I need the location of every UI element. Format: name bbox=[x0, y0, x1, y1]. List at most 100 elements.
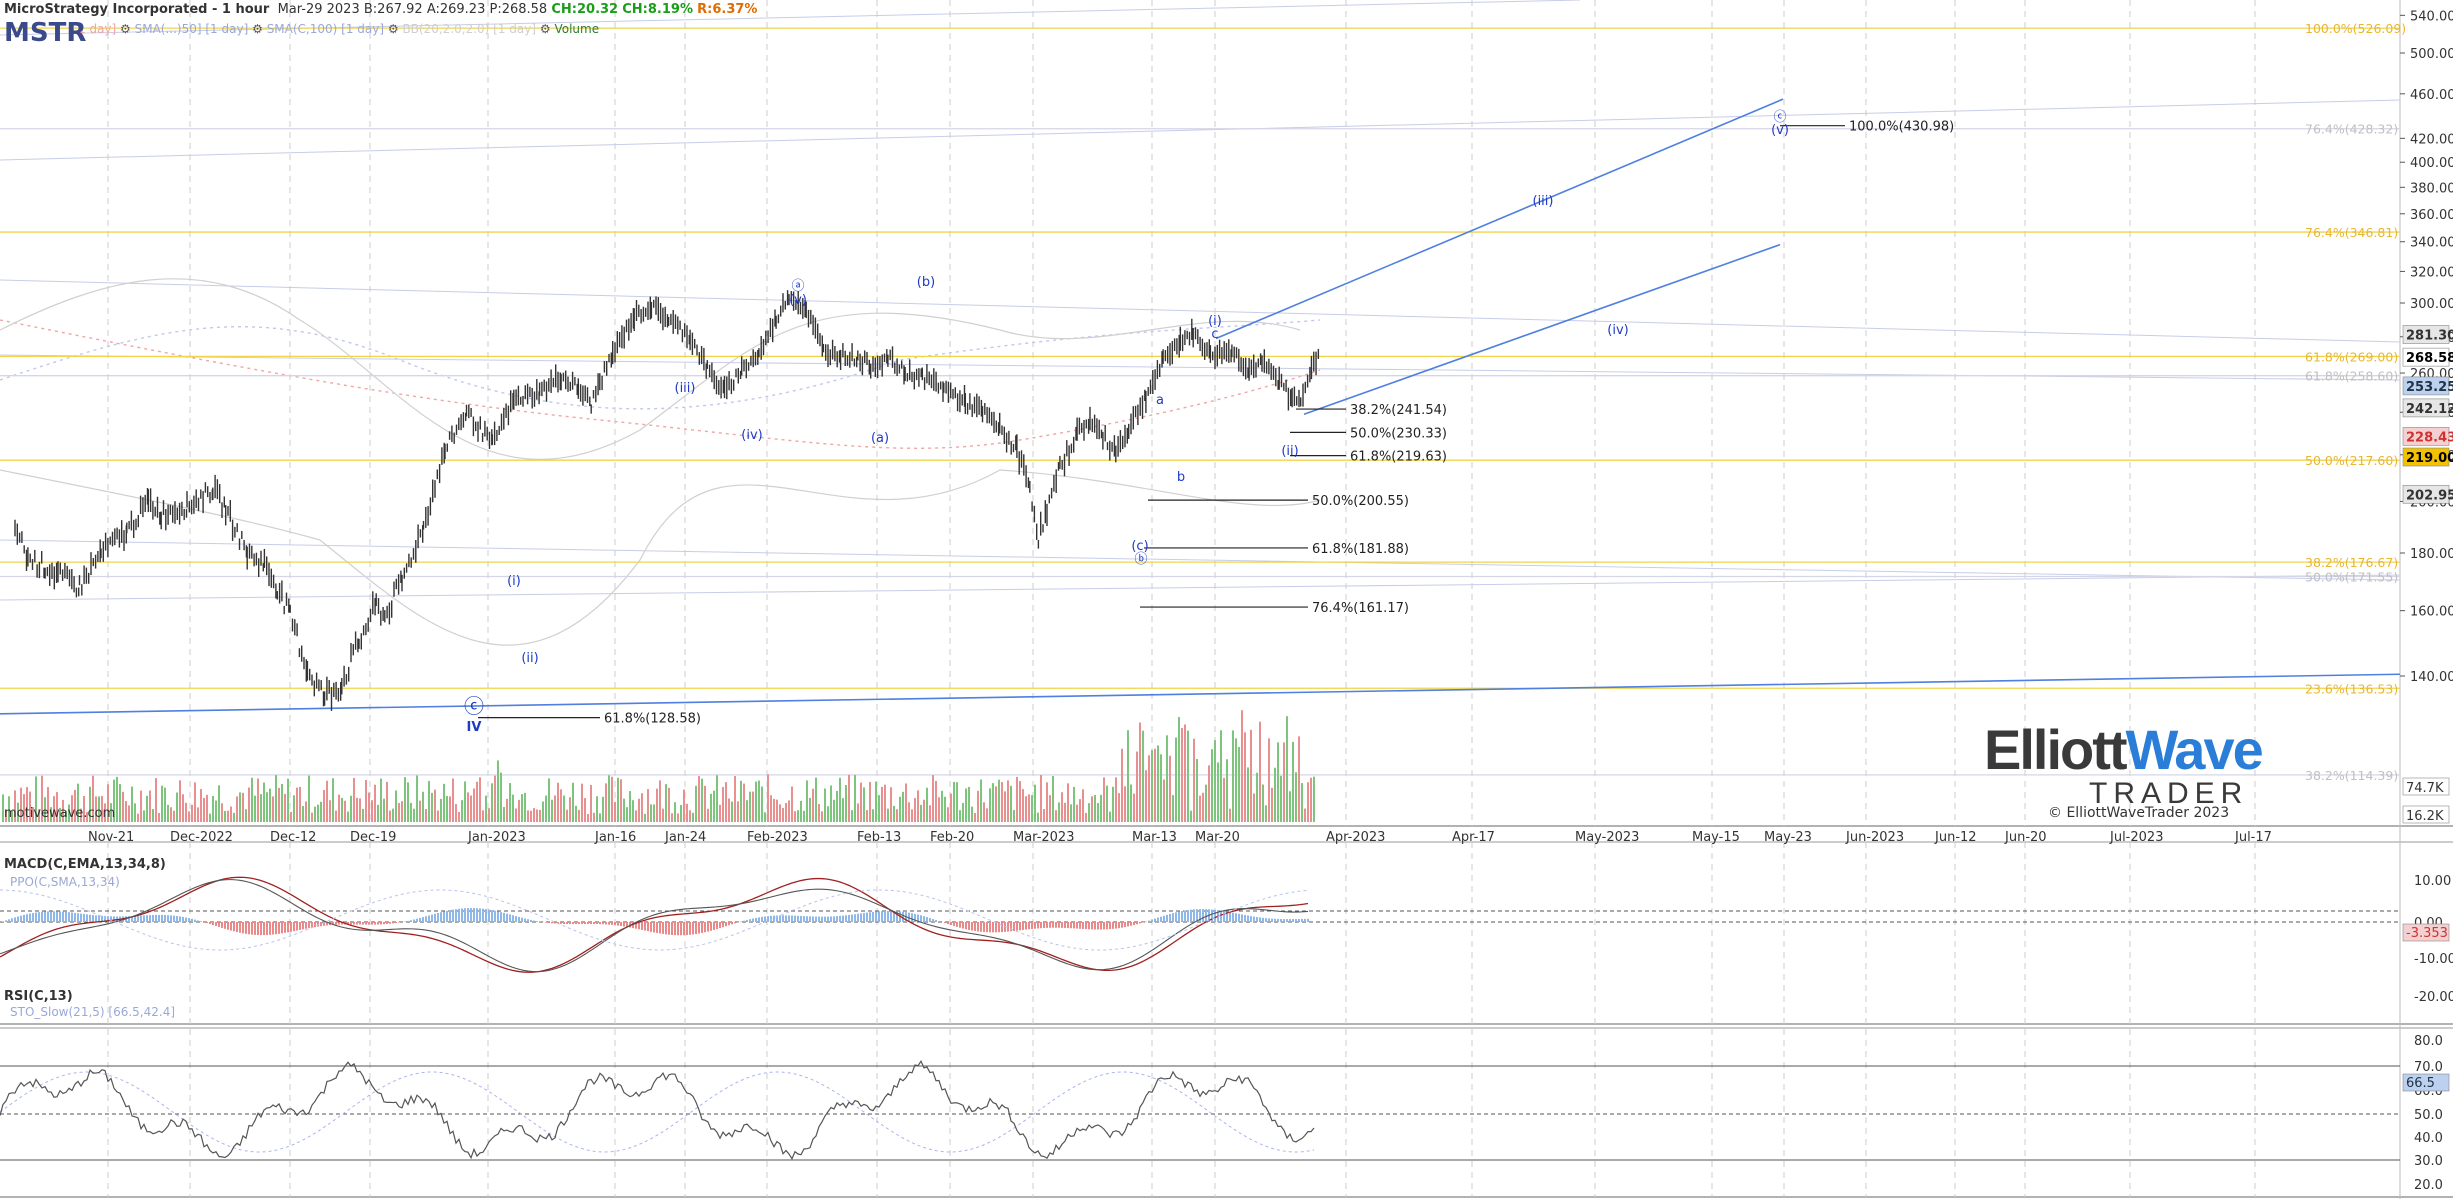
macd-histogram bbox=[1235, 913, 1237, 922]
macd-histogram bbox=[8, 919, 10, 922]
volume-bar bbox=[1283, 742, 1285, 822]
volume-bar bbox=[1211, 749, 1213, 822]
macd-histogram bbox=[230, 922, 232, 931]
macd-histogram bbox=[35, 912, 37, 922]
wave-label: (iii) bbox=[675, 381, 696, 396]
volume-bar bbox=[728, 798, 730, 822]
volume-bar bbox=[1190, 810, 1192, 822]
volume-bar bbox=[1289, 791, 1291, 822]
volume-bar bbox=[581, 783, 583, 822]
macd-histogram bbox=[851, 914, 853, 922]
volume-bar bbox=[533, 808, 535, 822]
macd-histogram bbox=[89, 914, 91, 922]
macd-histogram bbox=[65, 911, 67, 922]
volume-bar bbox=[743, 783, 745, 822]
macd-histogram bbox=[176, 916, 178, 922]
indicator-3[interactable]: SMA(C,100) [1 day] bbox=[266, 22, 385, 36]
volume-bar bbox=[536, 809, 538, 822]
volume-bar bbox=[512, 794, 514, 822]
macd-histogram bbox=[458, 908, 460, 922]
x-tick-label: Dec-12 bbox=[270, 830, 316, 845]
macd-histogram bbox=[1238, 913, 1240, 922]
macd-histogram bbox=[566, 922, 568, 925]
macd-histogram bbox=[596, 922, 598, 925]
macd-histogram bbox=[470, 908, 472, 922]
volume-bar bbox=[449, 796, 451, 822]
volume-bar bbox=[647, 789, 649, 822]
macd-histogram bbox=[386, 922, 388, 925]
macd-histogram bbox=[548, 922, 550, 923]
volume-bar bbox=[1199, 795, 1201, 822]
volume-bar bbox=[338, 794, 340, 822]
volume-bar bbox=[791, 786, 793, 822]
volume-bar bbox=[1142, 730, 1144, 822]
volume-bar bbox=[737, 801, 739, 822]
volume-bar bbox=[923, 799, 925, 822]
volume-bar bbox=[965, 788, 967, 822]
volume-bar bbox=[1250, 729, 1252, 822]
indicator-5[interactable]: Volume bbox=[554, 22, 600, 36]
volume-bar bbox=[656, 788, 658, 822]
volume-bar bbox=[1043, 809, 1045, 822]
indicator-1[interactable]: 1 day] bbox=[78, 22, 117, 36]
macd-histogram bbox=[1262, 917, 1264, 922]
macd-histogram bbox=[254, 922, 256, 935]
volume-bar bbox=[1277, 742, 1279, 822]
macd-histogram bbox=[572, 922, 574, 925]
macd-histogram bbox=[866, 912, 868, 922]
macd-histogram bbox=[791, 915, 793, 922]
volume-bar bbox=[1127, 730, 1129, 822]
volume-bar bbox=[359, 798, 361, 822]
volume-marker bbox=[2402, 805, 2450, 824]
volume-bar bbox=[386, 781, 388, 822]
indicator-4[interactable]: BB(20,2.0,2.0) [1 day] bbox=[402, 22, 537, 36]
volume-bar bbox=[905, 783, 907, 822]
volume-bar bbox=[395, 790, 397, 822]
volume-bar bbox=[1208, 765, 1210, 822]
macd-histogram bbox=[464, 908, 466, 922]
volume-bar bbox=[437, 810, 439, 822]
x-tick-label: Jul-17 bbox=[2234, 830, 2272, 845]
volume-bar bbox=[332, 778, 334, 822]
indicator-2[interactable]: SMA(...)50] [1 day] bbox=[134, 22, 249, 36]
volume-bar bbox=[29, 791, 31, 822]
macd-histogram bbox=[182, 916, 184, 922]
macd-histogram bbox=[734, 922, 736, 924]
macd-histogram bbox=[368, 922, 370, 925]
macd-histogram bbox=[1076, 922, 1078, 929]
macd-histogram bbox=[377, 922, 379, 925]
volume-bar bbox=[884, 784, 886, 822]
macd-histogram bbox=[299, 922, 301, 930]
volume-bar bbox=[836, 790, 838, 822]
volume-bar bbox=[413, 808, 415, 822]
macd-histogram bbox=[1151, 919, 1153, 922]
volume-bar bbox=[515, 808, 517, 822]
macd-histogram bbox=[929, 918, 931, 922]
macd-histogram bbox=[986, 922, 988, 933]
chart-header: MicroStrategy Incorporated - 1 hour Mar-… bbox=[4, 2, 757, 17]
macd-histogram bbox=[611, 922, 613, 925]
macd-histogram bbox=[605, 922, 607, 925]
stoch-line bbox=[0, 1071, 1315, 1153]
volume-bar bbox=[653, 804, 655, 822]
volume-bar bbox=[1133, 793, 1135, 822]
macd-histogram bbox=[374, 922, 376, 925]
volume-bar bbox=[272, 796, 274, 822]
macd-histogram bbox=[500, 912, 502, 922]
volume-bar bbox=[203, 797, 205, 822]
rsi-y-label: 80.0 bbox=[2414, 1034, 2443, 1049]
macd-histogram bbox=[155, 914, 157, 922]
macd-histogram bbox=[251, 922, 253, 935]
volume-bar bbox=[122, 791, 124, 822]
macd-histogram bbox=[479, 908, 481, 922]
macd-histogram bbox=[614, 922, 616, 926]
macd-histogram bbox=[569, 922, 571, 925]
volume-bar bbox=[824, 788, 826, 822]
stoch-label: STO_Slow(21,5) [66.5,42.4] bbox=[10, 1005, 175, 1019]
macd-histogram bbox=[437, 912, 439, 922]
volume-bar bbox=[1163, 779, 1165, 822]
macd-histogram bbox=[239, 922, 241, 933]
volume-bar bbox=[1049, 795, 1051, 822]
volume-bar bbox=[425, 809, 427, 822]
macd-histogram bbox=[794, 915, 796, 922]
